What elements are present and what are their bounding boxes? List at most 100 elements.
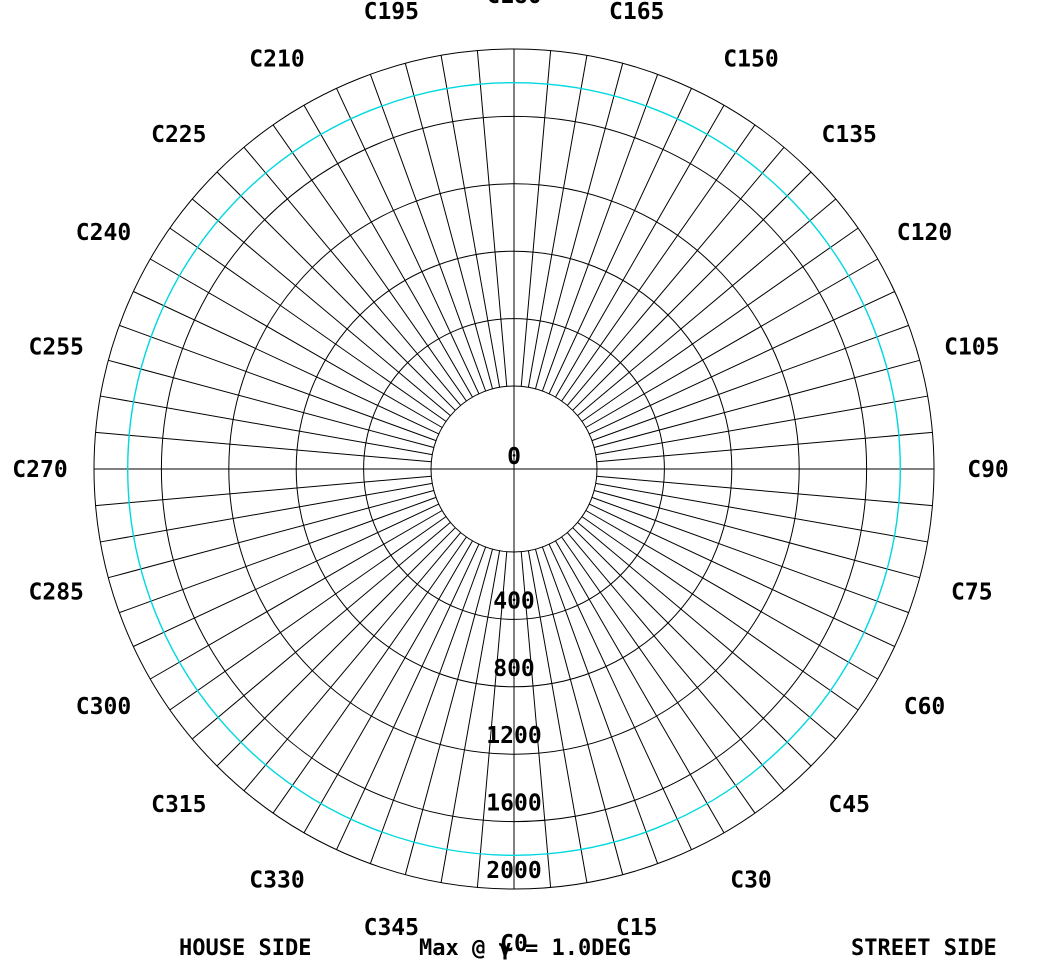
angle-label: C240	[76, 220, 131, 246]
grid-spoke	[591, 496, 909, 614]
angle-label: C0	[500, 931, 528, 957]
grid-spoke	[572, 171, 812, 411]
grid-spoke	[555, 105, 725, 398]
radial-tick-label: 0	[507, 444, 521, 470]
grid-spoke	[541, 74, 659, 392]
grid-spoke	[336, 544, 480, 850]
grid-spoke	[303, 540, 473, 833]
grid-spoke	[561, 124, 756, 402]
series-curve	[127, 82, 901, 856]
angle-label: C330	[249, 868, 304, 894]
grid-ring	[363, 318, 665, 620]
grid-spoke	[404, 63, 494, 389]
grid-spoke	[272, 124, 467, 402]
angle-label: C90	[967, 457, 1009, 483]
grid-spoke	[404, 549, 494, 875]
grid-spoke	[95, 431, 432, 463]
grid-spoke	[561, 536, 756, 814]
grid-ring	[295, 250, 733, 688]
grid-spoke	[303, 105, 473, 398]
angle-label: C285	[29, 580, 84, 606]
angle-label: C270	[12, 457, 67, 483]
grid-spoke	[595, 482, 928, 543]
grid-spoke	[589, 503, 895, 647]
grid-spoke	[119, 324, 437, 442]
footer-house-side: HOUSE SIDE	[179, 936, 311, 961]
grid-spoke	[369, 74, 487, 392]
grid-spoke	[100, 395, 433, 456]
grid-spoke	[566, 146, 785, 406]
grid-spoke	[191, 198, 451, 417]
grid-spoke	[133, 503, 439, 647]
angle-label: C315	[151, 792, 206, 818]
angle-label: C45	[828, 792, 870, 818]
grid-spoke	[577, 521, 837, 740]
grid-spoke	[272, 536, 467, 814]
grid-spoke	[527, 550, 588, 883]
angle-label: C345	[364, 915, 419, 941]
footer-max-gamma: Max @ γ = 1.0DEG	[419, 936, 631, 961]
grid-spoke	[520, 50, 552, 387]
grid-spoke	[589, 291, 895, 435]
grid-spoke	[566, 532, 785, 792]
footer-street-side: STREET SIDE	[851, 936, 997, 961]
grid-spoke	[336, 88, 480, 394]
grid-spoke	[548, 544, 692, 850]
grid-spoke	[243, 532, 462, 792]
radial-tick-label: 1200	[486, 723, 541, 749]
angle-label: C225	[151, 122, 206, 148]
grid-spoke	[577, 198, 837, 417]
grid-spoke	[150, 258, 443, 428]
grid-spoke	[572, 527, 812, 767]
grid-spoke	[119, 496, 437, 614]
radial-tick-label: 2000	[486, 858, 541, 884]
grid-spoke	[581, 516, 859, 711]
grid-spoke	[594, 359, 920, 449]
grid-spoke	[527, 55, 588, 388]
grid-ring	[228, 183, 800, 755]
grid-spoke	[440, 550, 501, 883]
grid-spoke	[216, 171, 456, 411]
grid-spoke	[133, 291, 439, 435]
grid-spoke	[150, 510, 443, 680]
grid-spoke	[476, 551, 508, 888]
grid-spoke	[191, 521, 451, 740]
grid-spoke	[520, 551, 552, 888]
grid-spoke	[548, 88, 692, 394]
grid-spoke	[95, 475, 432, 507]
polar-grid	[93, 48, 935, 890]
grid-spoke	[581, 227, 859, 422]
angle-label: C150	[723, 47, 778, 73]
angle-label: C75	[951, 580, 993, 606]
grid-spoke	[169, 227, 447, 422]
angle-label: C210	[249, 47, 304, 73]
grid-spoke	[595, 395, 928, 456]
grid-spoke	[169, 516, 447, 711]
radial-tick-label: 1600	[486, 791, 541, 817]
grid-spoke	[594, 489, 920, 579]
grid-spoke	[585, 258, 878, 428]
angle-label: C165	[609, 0, 664, 25]
radial-labels: 0 400 800 1200 1600 2000	[486, 444, 541, 884]
footer: HOUSE SIDE Max @ γ = 1.0DEG STREET SIDE	[179, 936, 997, 961]
grid-spoke	[596, 431, 933, 463]
angle-label: C195	[364, 0, 419, 25]
grid-spoke	[555, 540, 725, 833]
grid-spoke	[108, 489, 434, 579]
grid-spoke	[216, 527, 456, 767]
angle-label: C180	[486, 0, 541, 9]
grid-ring	[160, 115, 868, 823]
angle-label: C60	[904, 694, 946, 720]
grid-spoke	[108, 359, 434, 449]
grid-spoke	[541, 546, 659, 864]
radial-tick-label: 400	[493, 588, 535, 614]
grid-ring	[93, 48, 935, 890]
angle-label: C135	[822, 122, 877, 148]
radial-tick-label: 800	[493, 656, 535, 682]
grid-spoke	[369, 546, 487, 864]
grid-spoke	[100, 482, 433, 543]
grid-spoke	[243, 146, 462, 406]
angle-label: C300	[76, 694, 131, 720]
angle-label: C30	[730, 868, 772, 894]
